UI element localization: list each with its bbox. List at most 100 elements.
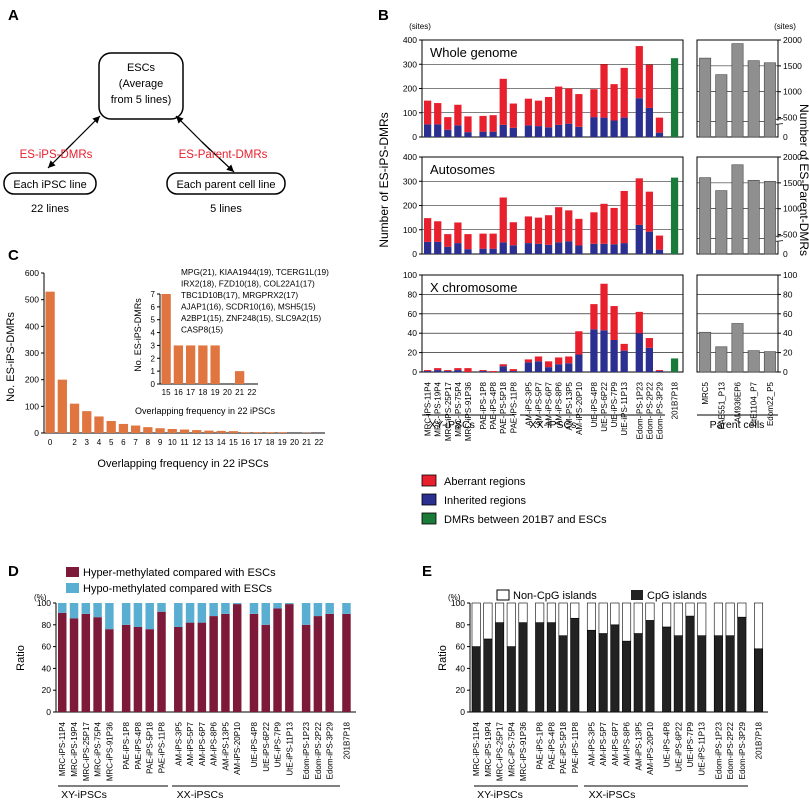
b-parent-bar bbox=[763, 181, 776, 255]
e-legend-cpg-label: CpG islands bbox=[647, 590, 707, 602]
ratio-bar-upper bbox=[285, 603, 294, 605]
ratio-category-label: PAE-iPS-5P18 bbox=[146, 721, 155, 773]
b-bar-inherited bbox=[524, 243, 533, 254]
d-unit: (%) bbox=[34, 593, 47, 602]
c-bar bbox=[240, 432, 251, 433]
b-bar-inherited bbox=[479, 131, 487, 137]
b-bar-aberrant bbox=[590, 89, 598, 118]
ratio-category-label: UtE-iPS-7P9 bbox=[686, 721, 695, 767]
b-parent-bar bbox=[731, 323, 744, 373]
esc-line-3: from 5 lines) bbox=[111, 94, 172, 106]
b-bar-inherited bbox=[444, 129, 452, 137]
c-bar bbox=[167, 429, 177, 433]
b-bar-aberrant bbox=[479, 233, 487, 249]
b-bar-inherited bbox=[555, 364, 563, 372]
group-xy: XY-iPSCs bbox=[429, 419, 475, 431]
ratio-category-label: AM-iPS-13P5 bbox=[221, 721, 230, 770]
c-tick-label: 300 bbox=[25, 348, 39, 358]
b-bar-aberrant bbox=[434, 103, 442, 125]
b-parent-category-label: UtE1104_P7 bbox=[750, 381, 759, 426]
b-category-label: AM-iPS-13P5 bbox=[565, 381, 574, 430]
b-bar-inherited bbox=[655, 371, 664, 372]
c-category-label: 13 bbox=[204, 438, 213, 447]
ratio-tick-label: 20 bbox=[456, 685, 466, 695]
b-bar-inherited bbox=[509, 127, 517, 137]
b-bar-aberrant bbox=[620, 67, 628, 118]
b-bar-aberrant bbox=[590, 212, 598, 244]
panel-b: B (sites) (sites) Number of ES-iPS-DMRs … bbox=[377, 7, 809, 526]
b-bar-inherited bbox=[635, 333, 643, 372]
ratio-bar-lower bbox=[221, 613, 230, 712]
inset-annotation-line: IRX2(18), FZD10(18), COL22A1(17) bbox=[181, 279, 315, 289]
b-tick-label: 400 bbox=[403, 35, 417, 45]
inset-ylabel: No. ES-iPS-DMRs bbox=[133, 298, 143, 372]
c-bar bbox=[204, 430, 214, 433]
ratio-bar-lower bbox=[157, 611, 166, 712]
ratio-category-label: PAE-iPS-11P8 bbox=[158, 721, 167, 773]
inset-tick-label: 1 bbox=[151, 367, 156, 376]
b-parent-bar bbox=[763, 62, 776, 138]
b-category-label: MRC-iPS-19P4 bbox=[434, 381, 443, 436]
inset-tick-label: 6 bbox=[151, 303, 156, 312]
b-bar-inherited bbox=[620, 350, 628, 372]
b-parent-tick-label: 0 bbox=[783, 132, 788, 142]
ratio-bar-lower bbox=[570, 617, 580, 713]
b-chart-title: X chromosome bbox=[430, 280, 517, 295]
ratio-category-label: MRC-iPS-75P4 bbox=[94, 721, 103, 776]
panel-c: C No. ES-iPS-DMRs Overlapping frequency … bbox=[5, 247, 329, 470]
c-bar bbox=[57, 379, 67, 433]
ratio-bar-upper bbox=[261, 603, 271, 625]
b-parent-bar bbox=[747, 179, 760, 255]
ratio-bar-lower bbox=[301, 624, 311, 712]
ratio-bar-lower bbox=[185, 622, 195, 712]
b-bar-aberrant bbox=[544, 361, 553, 368]
b-axis-break bbox=[774, 120, 782, 125]
b-category-label: AM-iPS-5P7 bbox=[535, 381, 544, 426]
c-tick-label: 400 bbox=[25, 321, 39, 331]
inset-bar bbox=[198, 345, 208, 384]
legend-aberrant-label: Aberrant regions bbox=[444, 476, 526, 488]
ratio-tick-label: 100 bbox=[37, 598, 51, 608]
ratio-bar-lower bbox=[121, 624, 131, 712]
legend-aberrant-swatch bbox=[421, 474, 437, 487]
b-bar-inherited bbox=[454, 370, 462, 372]
b-parent-bar bbox=[699, 331, 712, 373]
b-bar-aberrant bbox=[555, 86, 563, 125]
inset-gene-annotations: MPG(21), KIAA1944(19), TCERG1L(19) IRX2(1… bbox=[181, 267, 329, 335]
c-bar bbox=[130, 425, 141, 433]
es-parent-dmrs-label: ES-Parent-DMRs bbox=[179, 149, 268, 161]
b-tick-label: 60 bbox=[408, 309, 418, 319]
es-ips-dmrs-label: ES-iPS-DMRs bbox=[20, 149, 93, 161]
ratio-bar-lower bbox=[535, 622, 545, 713]
esc-line-2: (Average bbox=[119, 78, 163, 90]
arrow-down-right bbox=[201, 141, 235, 173]
ratio-category-label: AM-iPS-6P7 bbox=[611, 721, 620, 766]
b-bar-inherited bbox=[434, 124, 442, 137]
ratio-category-label: PAE-iPS-1P8 bbox=[536, 721, 545, 769]
d-group-xx: XX-iPSCs bbox=[177, 789, 224, 800]
inset-annotation-line: MPG(21), KIAA1944(19), TCERG1L(19) bbox=[181, 267, 329, 277]
c-bar bbox=[253, 432, 263, 433]
ratio-bar-lower bbox=[586, 629, 596, 713]
b-tick-label: 100 bbox=[403, 225, 417, 235]
ratio-bar-upper bbox=[558, 602, 568, 637]
b-bar-inherited bbox=[645, 231, 654, 254]
b-bar-aberrant bbox=[575, 331, 583, 355]
ratio-category-label: AM-iPS-20P10 bbox=[646, 721, 655, 774]
b-bar-inherited bbox=[434, 241, 442, 254]
b-category-label: Edom-iPS-3P29 bbox=[655, 381, 664, 439]
inset-bar bbox=[210, 345, 220, 384]
b-bar-aberrant bbox=[655, 117, 664, 133]
ratio-bar-upper bbox=[221, 603, 230, 614]
b-bar-aberrant bbox=[565, 356, 573, 364]
c-bar bbox=[82, 411, 92, 433]
b-bar-aberrant bbox=[454, 368, 462, 371]
b-bar-aberrant bbox=[489, 233, 497, 249]
b-bar-inherited bbox=[610, 120, 618, 137]
b-parent-bar bbox=[715, 74, 728, 138]
b-tick-label: 100 bbox=[403, 270, 417, 280]
panel-b-letter: B bbox=[378, 7, 389, 24]
b-bar-inherited bbox=[489, 131, 497, 137]
b-bar-inherited bbox=[590, 243, 598, 254]
b-parent-bar bbox=[699, 57, 712, 138]
